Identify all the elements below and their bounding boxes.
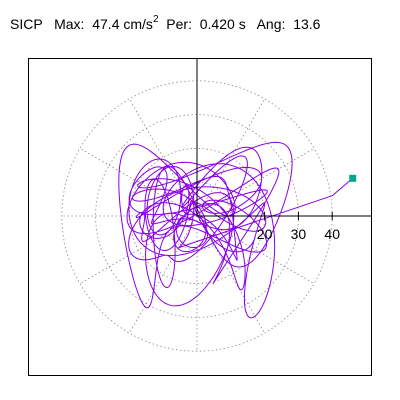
station-code: SICP bbox=[10, 16, 43, 32]
grid-spoke bbox=[196, 148, 315, 217]
radial-tick-label: 30 bbox=[291, 226, 307, 242]
period-label: Per: bbox=[166, 16, 192, 32]
angle-label: Ang: bbox=[256, 16, 286, 32]
radial-tick-label: 40 bbox=[324, 226, 340, 242]
radial-tick-labels: 20 30 40 bbox=[257, 212, 340, 242]
radial-tick-label: 20 bbox=[257, 226, 273, 242]
motion-trace-path bbox=[118, 141, 354, 319]
grid-spoke bbox=[196, 215, 265, 334]
grid-spoke bbox=[129, 98, 198, 217]
peak-marker-group bbox=[349, 174, 357, 182]
grid-spoke bbox=[196, 98, 265, 217]
period-unit: s bbox=[238, 16, 246, 32]
max-value: 47.4 bbox=[92, 16, 120, 32]
max-unit: cm/s bbox=[123, 16, 153, 32]
angle-value: 13.6 bbox=[293, 16, 321, 32]
max-unit-exponent: 2 bbox=[152, 14, 159, 25]
motion-trace bbox=[118, 141, 354, 319]
plot-title: SICP Max: 47.4 cm/s2 Per: 0.420 s Ang: 1… bbox=[10, 14, 320, 32]
plot-frame bbox=[28, 58, 372, 376]
polar-axes bbox=[196, 59, 371, 217]
grid-spoke bbox=[196, 215, 315, 284]
grid-spoke bbox=[79, 148, 198, 217]
peak-marker bbox=[349, 174, 357, 182]
grid-spoke bbox=[129, 215, 198, 334]
max-label: Max: bbox=[54, 16, 85, 32]
period-value: 0.420 bbox=[199, 16, 235, 32]
grid-spoke bbox=[79, 215, 198, 284]
